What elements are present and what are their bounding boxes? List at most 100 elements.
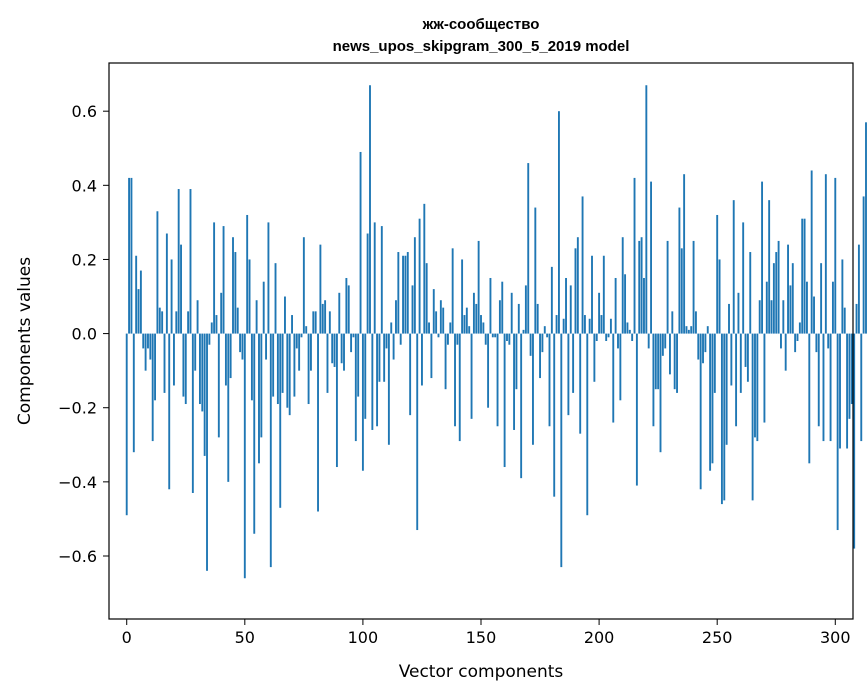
bar-20 [173,333,175,386]
bar-121 [411,285,414,334]
bar-219 [643,277,645,334]
bar-255 [728,303,730,334]
bar-239 [690,326,693,334]
bar-58 [262,281,265,334]
bar-248 [711,333,714,464]
bar-114 [395,300,397,334]
bar-209 [619,333,622,401]
bar-33 [203,333,206,456]
bar-274 [772,263,775,334]
bar-80 [314,311,317,334]
bar-224 [654,333,657,390]
bar-303 [841,259,844,334]
bar-10 [149,333,152,360]
bar-57 [260,333,263,438]
bar-246 [706,326,709,334]
bar-241 [694,311,697,334]
bar-49 [241,333,244,360]
bar-11 [151,333,154,442]
x-tick-label: 50 [235,628,255,647]
bar-280 [787,244,789,334]
bar-128 [428,322,430,334]
bar-94 [347,285,350,334]
bar-88 [333,333,336,367]
bar-298 [829,333,832,442]
bar-149 [477,240,480,334]
bar-199 [595,333,598,341]
y-axis-label: Components values [15,257,35,425]
bar-96 [352,333,355,338]
bar-8 [144,333,147,371]
x-tick-label: 0 [122,628,132,647]
bar-142 [461,259,464,334]
bar-22 [177,189,180,334]
bar-29 [194,333,197,371]
bar-103 [369,85,371,334]
bar-304 [843,307,846,334]
bar-191 [576,237,579,334]
bar-16 [163,333,166,393]
bar-125 [421,333,423,386]
bar-206 [612,333,615,423]
bar-281 [789,285,792,334]
bar-46 [234,252,237,334]
bar-115 [397,252,400,334]
bar-60 [267,222,270,334]
bar-99 [359,151,362,334]
bar-87 [331,333,334,364]
x-tick-label: 200 [584,628,615,647]
bar-232 [673,333,676,390]
bar-265 [751,333,754,501]
bar-76 [305,326,308,334]
bar-200 [598,292,601,334]
bar-308 [853,333,856,549]
bar-300 [834,177,837,334]
bar-100 [361,333,364,471]
bar-126 [423,203,426,334]
y-tick-label: 0.2 [72,250,97,269]
bar-4 [135,255,138,334]
bar-163 [510,292,513,334]
bar-116 [399,333,402,345]
bar-84 [324,300,327,334]
bar-216 [635,333,638,486]
bar-245 [704,333,707,353]
bar-278 [782,300,785,334]
bar-307 [850,333,853,405]
bar-159 [501,281,504,334]
x-tick-label: 300 [820,628,851,647]
bar-222 [650,181,652,334]
bar-167 [520,333,523,479]
bar-201 [600,315,603,334]
bar-73 [298,333,301,371]
bar-78 [310,333,312,371]
bar-106 [376,333,379,427]
bar-133 [439,300,442,334]
bar-310 [857,244,860,334]
bar-285 [798,322,801,334]
bar-272 [768,200,771,334]
bar-193 [581,196,584,334]
bar-197 [591,255,593,334]
bar-5 [137,289,140,334]
bar-266 [754,333,756,438]
bar-189 [572,333,575,393]
bar-66 [281,333,284,393]
bar-130 [432,289,435,334]
bar-52 [248,259,251,334]
bar-173 [534,207,537,334]
bar-27 [189,189,192,334]
bar-36 [210,322,213,334]
bar-127 [425,263,428,334]
bar-174 [536,303,539,334]
bar-45 [232,237,234,334]
bar-143 [463,315,466,334]
bar-293 [817,333,820,427]
bar-165 [515,333,518,390]
bar-270 [763,333,766,423]
bar-95 [350,333,353,353]
bar-171 [529,333,532,356]
x-tick-label: 250 [702,628,733,647]
